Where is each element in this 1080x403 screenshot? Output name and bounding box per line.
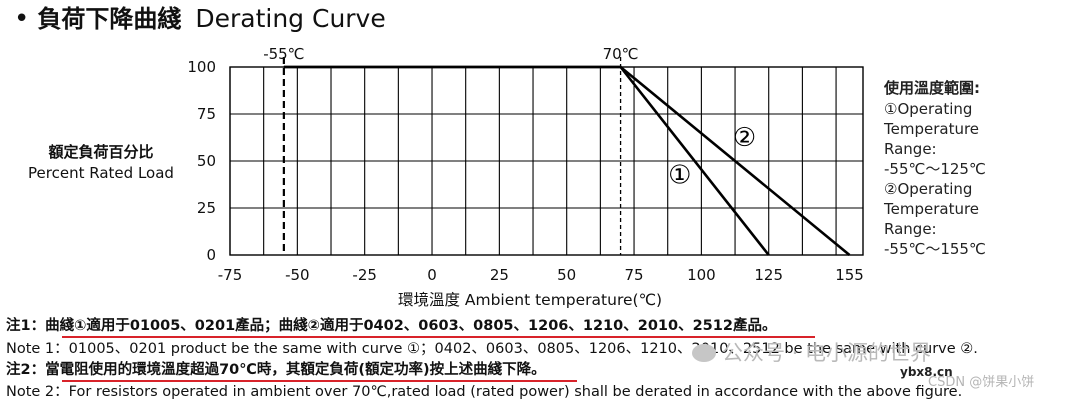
x-tick-label: 0 bbox=[427, 266, 437, 284]
y-axis-label: 額定負荷百分比 Percent Rated Load bbox=[16, 142, 186, 184]
csdn-watermark: CSDN @饼果小饼 bbox=[928, 375, 1035, 390]
reference-line-label: -55℃ bbox=[263, 45, 304, 63]
x-tick-label: -75 bbox=[218, 266, 243, 284]
y-axis-label-en: Percent Rated Load bbox=[28, 164, 174, 182]
note-1-zh: 注1：曲綫①適用于01005、0201產品；曲綫②適用于0402、0603、08… bbox=[6, 318, 777, 334]
legend: 使用溫度範圍: ①Operating Temperature Range: -5… bbox=[884, 78, 1074, 259]
legend-heading: 使用溫度範圍: bbox=[884, 79, 980, 97]
note-2-en: Note 2：For resistors operated in ambient… bbox=[6, 384, 963, 400]
derating-chart: -55℃ 70℃ 0 25 50 75 100 -75 -50 -25 0 25 50 75 100 125… bbox=[187, 45, 864, 309]
tick-labels: 0 25 50 75 100 -75 -50 -25 0 25 50 75 100 125 155 bbox=[187, 58, 863, 284]
y-tick-label: 0 bbox=[206, 246, 216, 264]
wechat-icon bbox=[692, 344, 716, 362]
wechat-watermark-text: 公众号 · 电小源的世界 bbox=[722, 341, 932, 365]
chart-title: • 負荷下降曲綫 Derating Curve bbox=[14, 2, 386, 36]
x-tick-label: 100 bbox=[687, 266, 716, 284]
note-2-zh: 注2：當電阻使用的環境溫度超過70℃時，其額定負荷(額定功率)按上述曲綫下降。 bbox=[6, 362, 546, 378]
x-axis-label: 環境溫度 Ambient temperature(℃) bbox=[398, 290, 662, 309]
x-tick-label: 25 bbox=[490, 266, 509, 284]
series-line-2 bbox=[283, 65, 851, 257]
note-1-en: Note 1：01005、0201 product be the same wi… bbox=[6, 341, 978, 357]
note-2-underline bbox=[62, 380, 577, 382]
y-tick-label: 75 bbox=[197, 105, 216, 123]
title-en: Derating Curve bbox=[195, 4, 386, 33]
x-tick-label: 125 bbox=[754, 266, 783, 284]
curve-annotation-1: ① bbox=[668, 161, 691, 191]
reference-line-label: 70℃ bbox=[603, 45, 639, 63]
x-tick-label: 50 bbox=[557, 266, 576, 284]
title-zh: 負荷下降曲綫 bbox=[37, 5, 182, 33]
note-1-underline bbox=[62, 336, 815, 338]
series-lines bbox=[283, 65, 851, 257]
x-tick-label: -50 bbox=[285, 266, 310, 284]
y-tick-label: 25 bbox=[197, 199, 216, 217]
x-tick-label: 75 bbox=[624, 266, 643, 284]
legend-item-1: ①Operating Temperature Range: -55℃～125℃ bbox=[884, 100, 986, 178]
legend-item-2: ②Operating Temperature Range: -55℃～155℃ bbox=[884, 180, 986, 258]
curve-annotation-2: ② bbox=[733, 123, 756, 153]
title-bullet: • bbox=[14, 4, 30, 34]
reference-lines: -55℃ 70℃ bbox=[263, 45, 639, 255]
x-tick-label: 155 bbox=[835, 266, 864, 284]
y-axis-label-zh: 額定負荷百分比 bbox=[48, 143, 154, 161]
grid bbox=[229, 66, 864, 256]
curve-annotations: ①② bbox=[668, 123, 756, 191]
site-watermark: ybx8.cn bbox=[900, 365, 953, 379]
x-tick-label: -25 bbox=[352, 266, 377, 284]
wechat-watermark: 公众号 · 电小源的世界 bbox=[692, 337, 931, 369]
y-tick-label: 100 bbox=[187, 58, 216, 76]
y-tick-label: 50 bbox=[197, 152, 216, 170]
